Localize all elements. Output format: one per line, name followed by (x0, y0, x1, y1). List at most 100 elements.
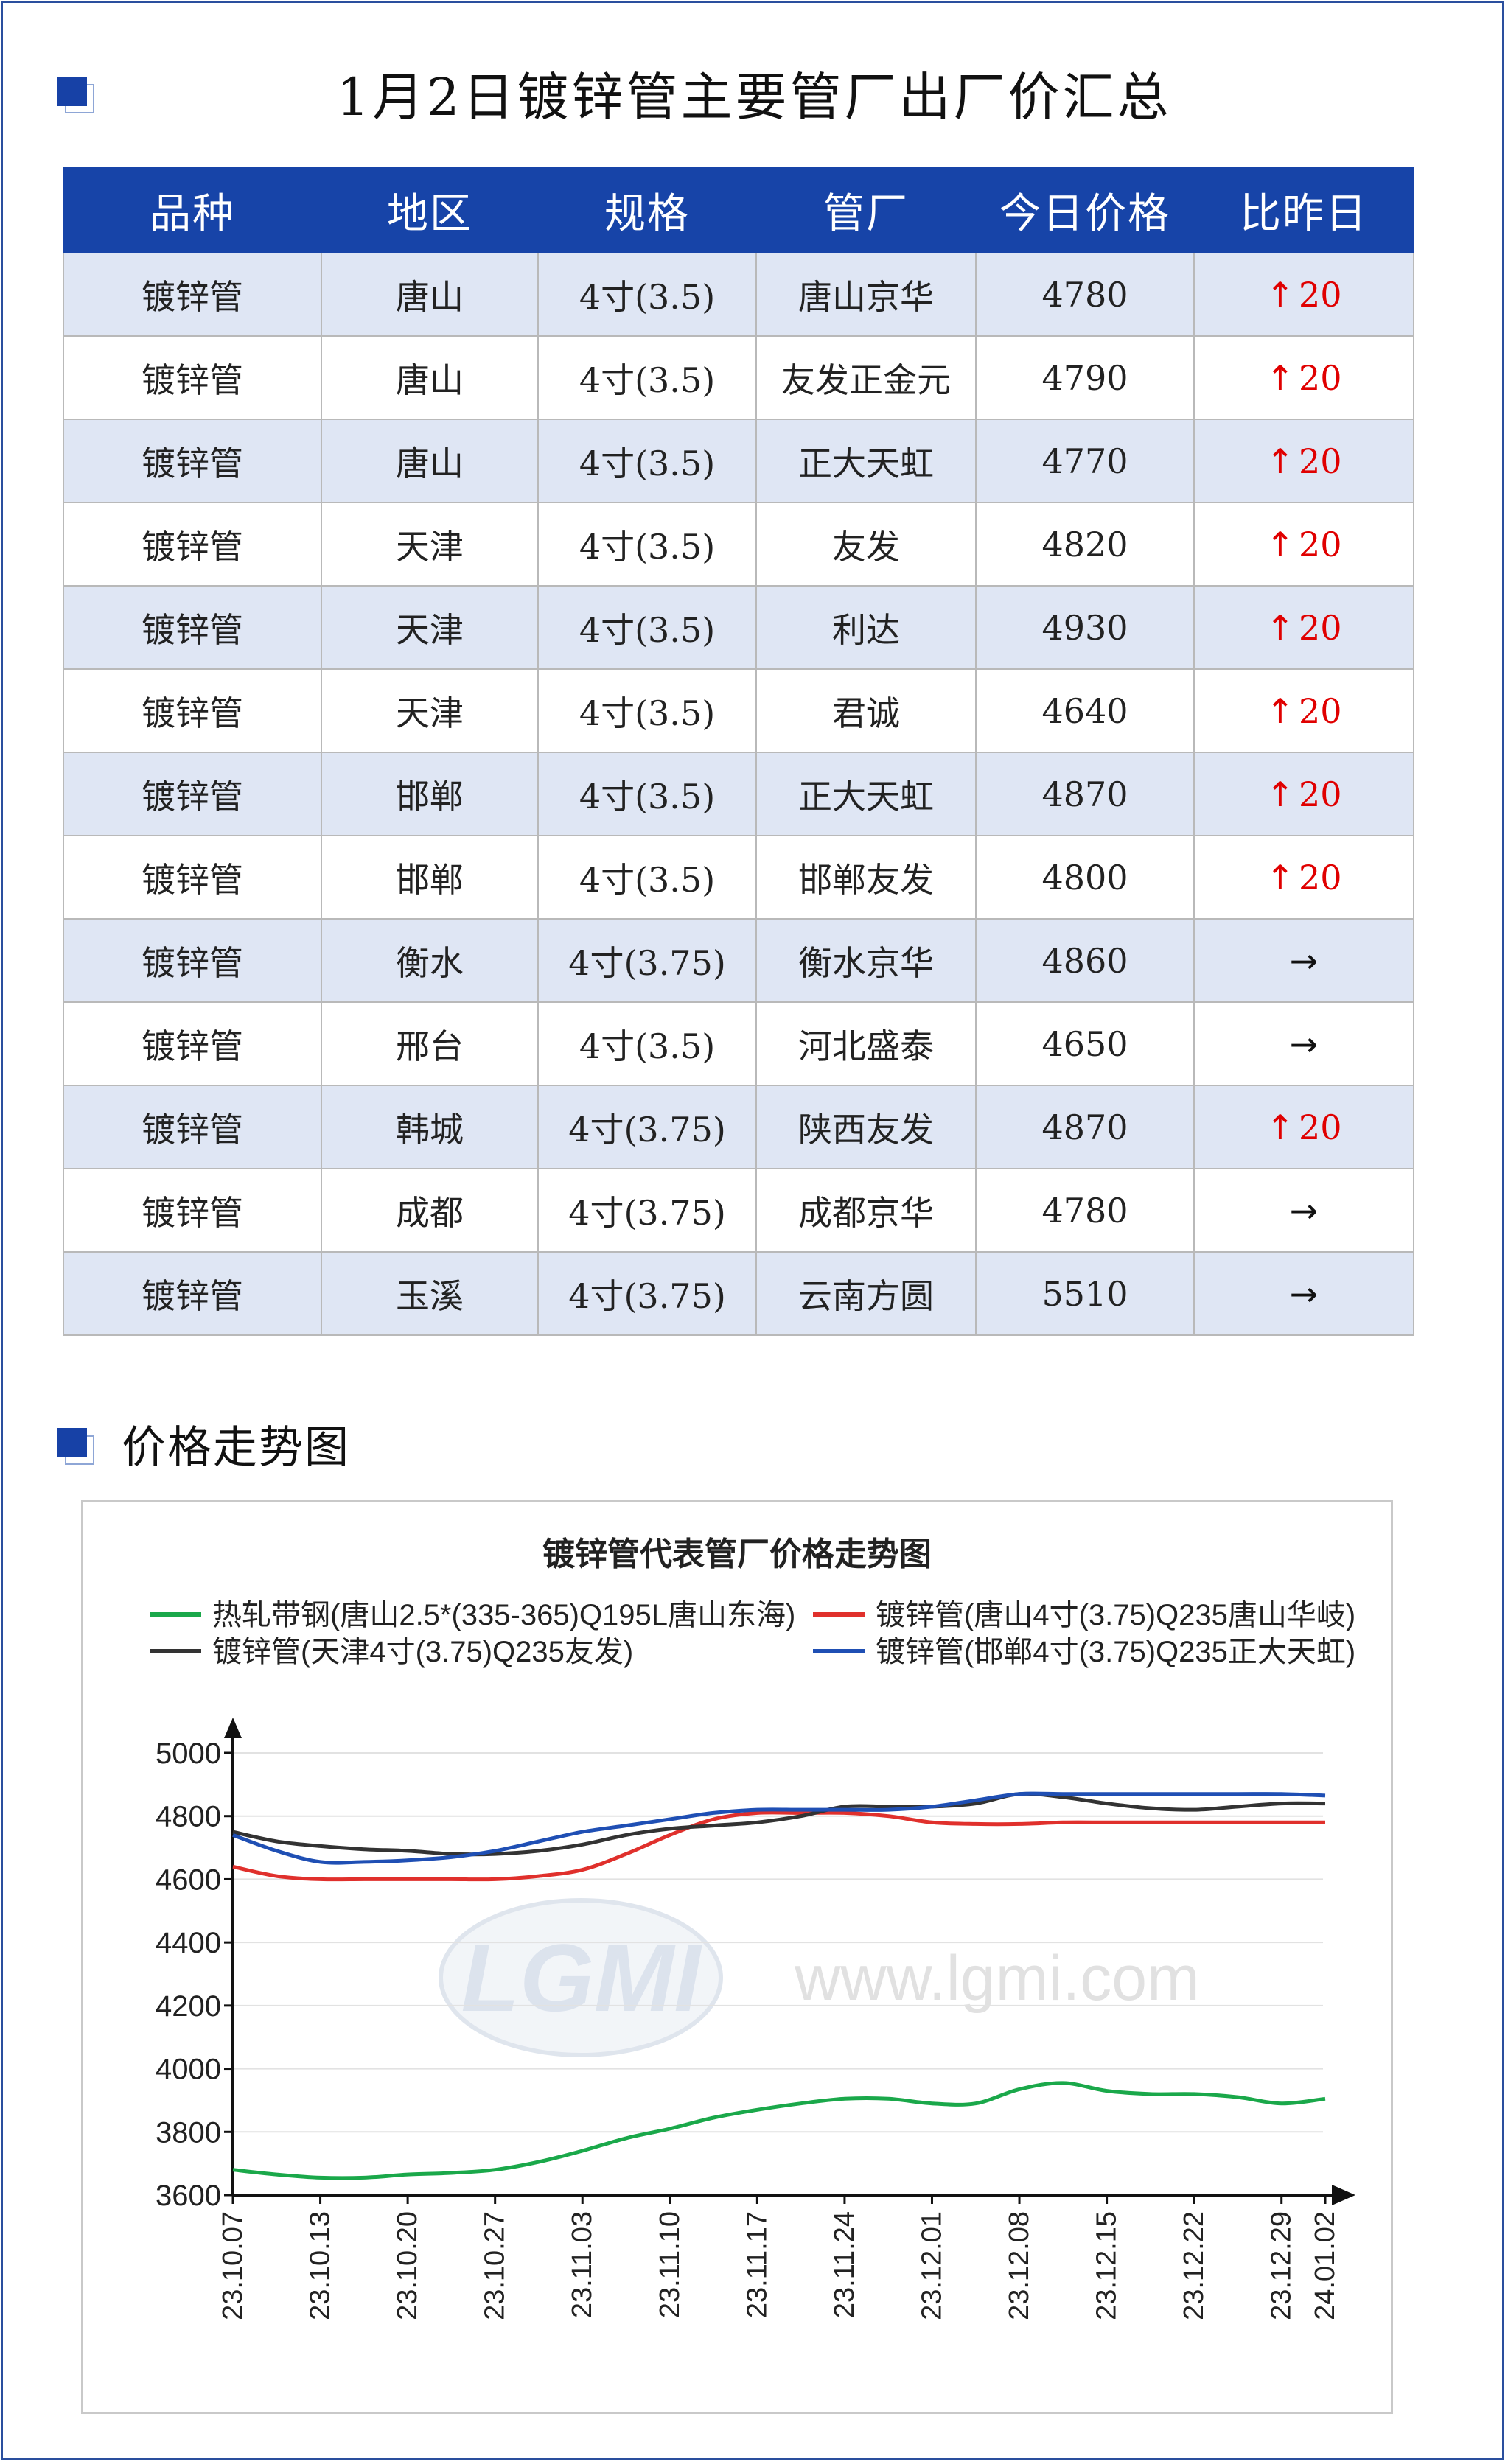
cell-product: 镀锌管 (63, 1168, 322, 1253)
x-tick-label: 23.10.13 (305, 2211, 336, 2320)
arrow-up-icon: ↑ (1266, 690, 1294, 731)
cell-mill: 友发正金元 (755, 335, 977, 420)
legend-label: 热轧带钢(唐山2.5*(335-365)Q195L唐山东海) (212, 1599, 795, 1631)
watermark-logo-text: LGMI (461, 1924, 703, 2031)
table-row: 镀锌管 成都 4寸(3.75) 成都京华 4780 → (63, 1168, 1414, 1253)
table-row: 镀锌管 唐山 4寸(3.5) 正大天虹 4770 ↑ 20 (63, 419, 1414, 503)
table-row: 镀锌管 韩城 4寸(3.75) 陕西友发 4870 ↑ 20 (63, 1085, 1414, 1169)
table-header-row: 品种 地区 规格 管厂 今日价格 比昨日 (63, 167, 1414, 253)
section-square-icon (57, 1428, 96, 1466)
cell-spec: 4寸(3.5) (537, 668, 757, 753)
table-row: 镀锌管 天津 4寸(3.5) 君诚 4640 ↑ 20 (63, 668, 1414, 753)
y-tick-label: 4200 (156, 1990, 221, 2023)
watermark-logo-icon (439, 1898, 723, 2057)
cell-spec: 4寸(3.5) (537, 1001, 757, 1086)
cell-product: 镀锌管 (63, 1251, 322, 1336)
table-row: 镀锌管 邯郸 4寸(3.5) 邯郸友发 4800 ↑ 20 (63, 835, 1414, 920)
cell-price: 4790 (975, 335, 1195, 420)
page-title: 1月2日镀锌管主要管厂出厂价汇总 (336, 67, 1172, 127)
cell-mill: 君诚 (755, 668, 977, 753)
cell-region: 玉溪 (321, 1251, 539, 1336)
cell-spec: 4寸(3.75) (537, 1251, 757, 1336)
table-body: 镀锌管 唐山 4寸(3.5) 唐山京华 4780 ↑ 20 镀锌管 唐山 4寸(3.5) 友发正金元… (63, 252, 1414, 1336)
series-line-0 (232, 2081, 1326, 2180)
cell-spec: 4寸(3.5) (537, 502, 757, 587)
cell-change: ↑ 20 (1193, 752, 1414, 836)
cell-product: 镀锌管 (63, 918, 322, 1003)
cell-region: 邢台 (321, 1001, 539, 1086)
cell-change: → (1193, 1168, 1414, 1253)
cell-price: 4640 (975, 668, 1195, 753)
cell-change: → (1193, 1251, 1414, 1336)
cell-price: 4870 (975, 1085, 1195, 1169)
trend-section-title: 价格走势图 (122, 1422, 350, 1474)
cell-price: 4820 (975, 502, 1195, 587)
x-tick-label: 24.01.02 (1310, 2211, 1341, 2320)
table-row: 镀锌管 衡水 4寸(3.75) 衡水京华 4860 → (63, 918, 1414, 1003)
cell-price: 4770 (975, 419, 1195, 503)
cell-spec: 4寸(3.5) (537, 752, 757, 836)
cell-product: 镀锌管 (63, 335, 322, 420)
change-value: 20 (1299, 274, 1342, 315)
y-tick-label: 4800 (156, 1801, 221, 1833)
cell-mill: 正大天虹 (755, 419, 977, 503)
y-tick-label: 4400 (156, 1927, 221, 1959)
cell-region: 唐山 (321, 419, 539, 503)
cell-price: 5510 (975, 1251, 1195, 1336)
trend-chart: 镀锌管代表管厂价格走势图 热轧带钢(唐山2.5*(335-365)Q195L唐山… (150, 1536, 1355, 2320)
x-tick-label: 23.11.03 (567, 2211, 598, 2318)
cell-mill: 河北盛泰 (755, 1001, 977, 1086)
arrow-right-icon: → (1289, 940, 1319, 981)
cell-price: 4780 (975, 1168, 1195, 1253)
change-value: 20 (1299, 357, 1342, 398)
cell-spec: 4寸(3.75) (537, 1085, 757, 1169)
y-tick-label: 4000 (156, 2054, 221, 2086)
x-tick-label: 23.11.24 (829, 2211, 860, 2318)
arrow-up-icon: ↑ (1266, 607, 1294, 648)
column-header-spec: 规格 (537, 167, 757, 253)
column-header-price: 今日价格 (975, 167, 1195, 253)
table-row: 镀锌管 天津 4寸(3.5) 利达 4930 ↑ 20 (63, 585, 1414, 670)
arrow-right-icon: → (1289, 1190, 1319, 1231)
table-row: 镀锌管 唐山 4寸(3.5) 唐山京华 4780 ↑ 20 (63, 252, 1414, 337)
chart-axes: 3600 3800 4000 4200 4400 4600 4800 5000 23.10.07… (156, 1718, 1355, 2320)
arrow-up-icon: ↑ (1266, 357, 1294, 398)
y-tick-label: 5000 (156, 1737, 221, 1770)
cell-price: 4800 (975, 835, 1195, 920)
cell-mill: 成都京华 (755, 1168, 977, 1253)
x-tick-label: 23.12.22 (1179, 2211, 1209, 2320)
cell-product: 镀锌管 (63, 419, 322, 503)
cell-region: 邯郸 (321, 752, 539, 836)
table-row: 镀锌管 玉溪 4寸(3.75) 云南方圆 5510 → (63, 1251, 1414, 1336)
cell-region: 唐山 (321, 252, 539, 337)
cell-mill: 衡水京华 (755, 918, 977, 1003)
cell-spec: 4寸(3.5) (537, 419, 757, 503)
cell-spec: 4寸(3.5) (537, 835, 757, 920)
cell-mill: 友发 (755, 502, 977, 587)
cell-price: 4930 (975, 585, 1195, 670)
cell-spec: 4寸(3.5) (537, 252, 757, 337)
x-tick-label: 23.11.10 (654, 2211, 685, 2318)
table-row: 镀锌管 唐山 4寸(3.5) 友发正金元 4790 ↑ 20 (63, 335, 1414, 420)
cell-change: ↑ 20 (1193, 668, 1414, 753)
cell-region: 成都 (321, 1168, 539, 1253)
cell-product: 镀锌管 (63, 585, 322, 670)
cell-change: → (1193, 1001, 1414, 1086)
cell-mill: 陕西友发 (755, 1085, 977, 1169)
cell-price: 4780 (975, 252, 1195, 337)
price-summary-table: 品种 地区 规格 管厂 今日价格 比昨日 镀锌管 唐山 4寸(3.5) 唐山京华 478… (63, 167, 1414, 1336)
change-value: 20 (1299, 524, 1342, 564)
table-row: 镀锌管 天津 4寸(3.5) 友发 4820 ↑ 20 (63, 502, 1414, 587)
cell-product: 镀锌管 (63, 502, 322, 587)
arrow-right-icon: → (1289, 1273, 1319, 1314)
change-value: 20 (1299, 857, 1342, 897)
x-tick-label: 23.10.20 (392, 2211, 423, 2320)
x-tick-label: 23.12.15 (1092, 2211, 1123, 2320)
change-value: 20 (1299, 774, 1342, 814)
series-line-1 (232, 1810, 1325, 1882)
cell-change: ↑ 20 (1193, 335, 1414, 420)
cell-price: 4860 (975, 918, 1195, 1003)
column-header-mill: 管厂 (755, 167, 977, 253)
cell-price: 4650 (975, 1001, 1195, 1086)
